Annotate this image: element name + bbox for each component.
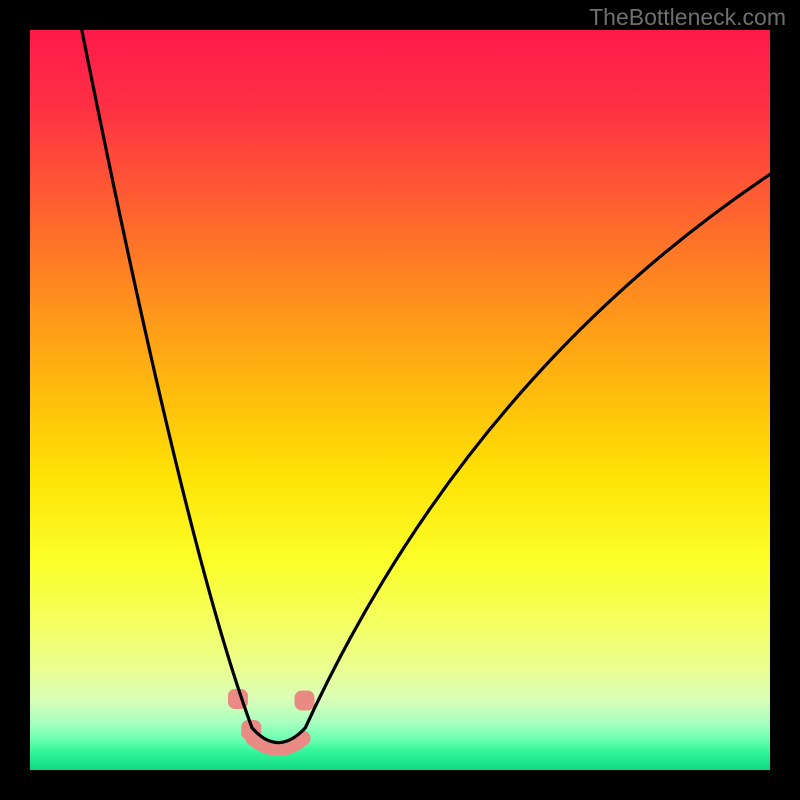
chart-frame: TheBottleneck.com (0, 0, 800, 800)
watermark-text: TheBottleneck.com (589, 4, 786, 31)
plot-background (30, 30, 770, 770)
bottleneck-plot (30, 30, 770, 770)
